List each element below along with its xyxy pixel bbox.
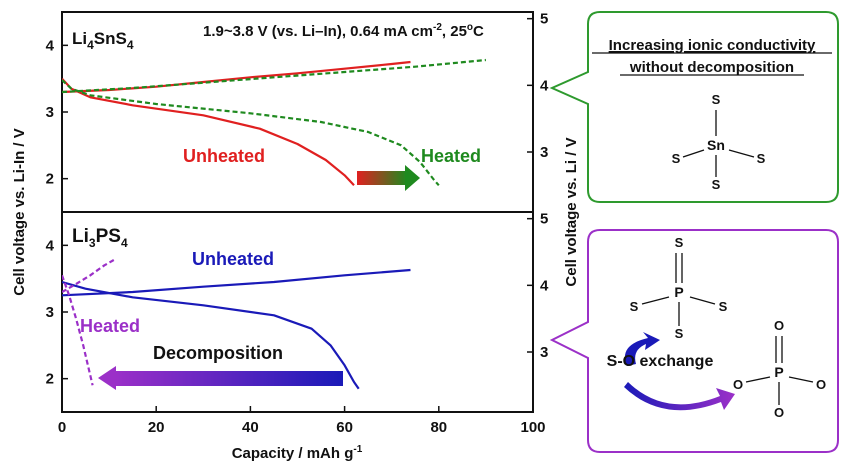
po4-o-right: O	[816, 377, 826, 392]
green-title-line2: without decomposition	[629, 59, 794, 76]
exchange-label: S-O exchange	[607, 353, 714, 370]
bottom-left-tick-label: 3	[46, 304, 54, 321]
bottom-heated-charge-line	[62, 259, 115, 293]
po4-o-bottom: O	[774, 405, 784, 420]
green-callout: Increasing ionic conductivity without de…	[549, 11, 839, 203]
ps4-s-left: S	[630, 299, 639, 314]
x-tick-label: 100	[520, 419, 545, 436]
ps4-structure: P S S S S	[630, 235, 728, 341]
x-tick-label: 40	[242, 419, 259, 436]
x-tick-label: 60	[336, 419, 353, 436]
sns4-center-atom: Sn	[707, 137, 725, 153]
top-unheated-charge-line	[62, 60, 411, 94]
sns4-s-bottom: S	[712, 177, 721, 192]
po4-o-top: O	[774, 318, 784, 333]
top-right-tick-label: 4	[540, 77, 549, 94]
top-left-tick-label: 2	[46, 171, 54, 188]
top-right-tick-label: 3	[540, 144, 548, 161]
ps4-s-top: S	[675, 235, 684, 250]
bottom-panel: Li3PS4 Unheated Heated Decomposition 2 3 4…	[46, 211, 549, 436]
bottom-unheated-charge-line	[62, 268, 411, 297]
y-axis-right-label: Cell voltage vs. Li / V	[563, 137, 580, 286]
bottom-label-heated: Heated	[80, 316, 140, 336]
top-label-unheated: Unheated	[183, 146, 265, 166]
po4-center-atom: P	[774, 364, 783, 380]
po4-structure: P O O O O	[733, 318, 826, 420]
x-tick-label: 80	[430, 419, 447, 436]
top-left-tick-label: 3	[46, 104, 54, 121]
ps4-s-bottom: S	[675, 326, 684, 341]
top-material-label: Li4SnS4	[72, 29, 134, 52]
sns4-s-left: S	[672, 151, 681, 166]
top-right-tick-label: 5	[540, 11, 548, 28]
top-label-heated: Heated	[421, 146, 481, 166]
x-ticks: 0 20 40 60 80 100	[58, 406, 546, 436]
top-right-ticks: 3 4 5	[527, 11, 549, 161]
heating-arrow	[357, 165, 420, 191]
bottom-right-tick-label: 5	[540, 211, 548, 228]
top-series-group	[62, 58, 487, 187]
bottom-heated-discharge-line	[62, 274, 94, 386]
top-unheated-discharge-line	[62, 77, 355, 187]
top-conditions: 1.9~3.8 V (vs. Li–In), 0.64 mA cm-2, 25o…	[203, 22, 484, 40]
bottom-label-unheated: Unheated	[192, 249, 274, 269]
sns4-structure: Sn S S S S	[672, 92, 766, 192]
x-tick-label: 0	[58, 419, 66, 436]
bottom-right-tick-label: 3	[540, 344, 548, 361]
decomposition-arrow	[98, 366, 343, 390]
top-heated-discharge-line	[62, 79, 440, 187]
top-heated-charge-line	[62, 58, 487, 94]
green-title-line1: Increasing ionic conductivity	[609, 37, 816, 54]
green-callout-bubble	[549, 11, 839, 203]
po4-o-left: O	[733, 377, 743, 392]
bottom-series-group	[62, 259, 411, 390]
bottom-right-tick-label: 4	[540, 277, 549, 294]
bottom-left-tick-label: 2	[46, 371, 54, 388]
ps4-center-atom: P	[674, 284, 683, 300]
exchange-arrows	[624, 332, 735, 411]
bottom-material-label: Li3PS4	[72, 226, 128, 250]
bottom-left-ticks: 2 3 4	[46, 237, 68, 388]
purple-callout: P S S S S S-O exchange P O O O O	[549, 229, 839, 453]
y-axis-left-label: Cell voltage vs. Li-In / V	[11, 128, 28, 296]
sns4-s-top: S	[712, 92, 721, 107]
sns4-s-right: S	[757, 151, 766, 166]
x-axis-label: Capacity / mAh g-1	[232, 444, 363, 462]
bottom-unheated-discharge-line	[62, 280, 360, 390]
top-panel: Li4SnS4 1.9~3.8 V (vs. Li–In), 0.64 mA c…	[46, 11, 549, 213]
top-left-ticks: 2 3 4	[46, 37, 68, 188]
bottom-right-ticks: 3 4 5	[527, 211, 549, 361]
x-tick-label: 20	[148, 419, 165, 436]
ps4-s-right: S	[719, 299, 728, 314]
bottom-label-decomposition: Decomposition	[153, 343, 283, 363]
top-left-tick-label: 4	[46, 37, 55, 54]
purple-callout-bubble	[549, 229, 839, 453]
bottom-left-tick-label: 4	[46, 237, 55, 254]
